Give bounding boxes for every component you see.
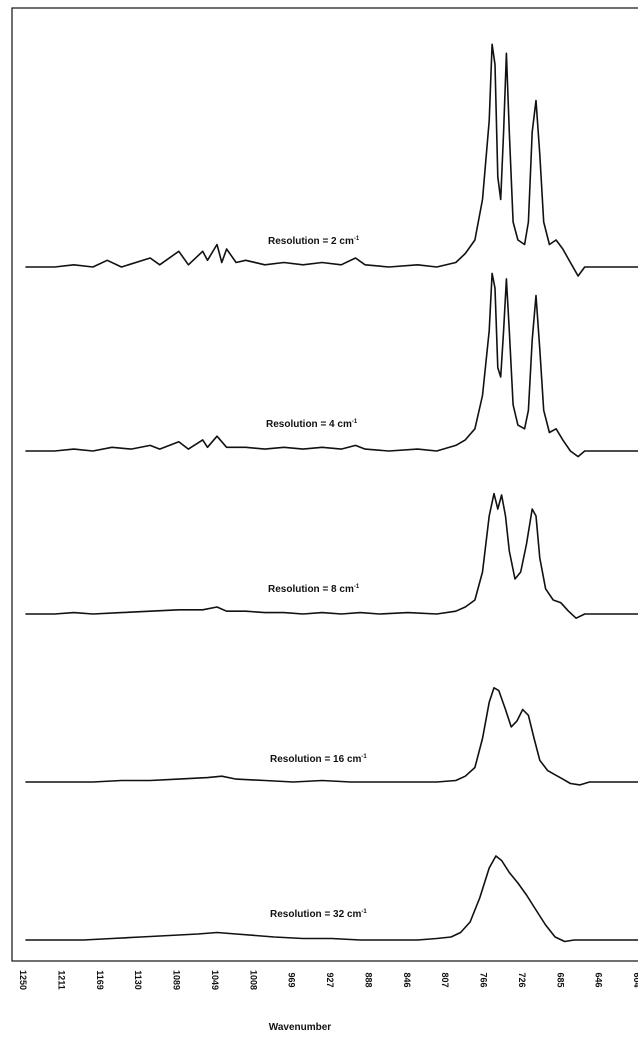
x-tick-label: 1130 bbox=[133, 970, 143, 990]
x-axis-title: Wavenumber bbox=[269, 1022, 332, 1033]
resolution-label-1: Resolution = 2 cm-1 bbox=[268, 236, 360, 247]
x-tick-label: 927 bbox=[325, 972, 335, 987]
spectrum-line-5 bbox=[25, 855, 638, 943]
plot-frame bbox=[11, 7, 638, 962]
spectrum-line-4 bbox=[25, 687, 638, 786]
resolution-label-2: Resolution = 4 cm-1 bbox=[266, 419, 358, 430]
x-tick-label: 1211 bbox=[56, 970, 66, 990]
spectrum-line-1 bbox=[25, 43, 638, 277]
x-tick-label: 604 bbox=[632, 972, 638, 987]
x-tick-label: 685 bbox=[555, 972, 565, 987]
x-tick-label: 807 bbox=[440, 972, 450, 987]
x-tick-label: 846 bbox=[402, 972, 412, 987]
spectrum-traces bbox=[25, 43, 638, 943]
x-tick-label: 969 bbox=[287, 972, 297, 987]
x-tick-label: 766 bbox=[479, 972, 489, 987]
x-tick-label: 646 bbox=[594, 972, 604, 987]
x-tick-label: 1008 bbox=[248, 970, 258, 990]
x-tick-label: 888 bbox=[363, 972, 373, 987]
resolution-label-3: Resolution = 8 cm-1 bbox=[268, 584, 360, 595]
x-tick-label: 1049 bbox=[210, 970, 220, 990]
resolution-label-5: Resolution = 32 cm-1 bbox=[270, 909, 367, 920]
x-tick-label: 726 bbox=[517, 972, 527, 987]
resolution-label-4: Resolution = 16 cm-1 bbox=[270, 754, 367, 765]
x-axis-tick-labels: 1250 1211 1169 1130 1089 1049 1008 969 927 888 846… bbox=[18, 970, 638, 990]
spectrum-line-3 bbox=[25, 492, 638, 619]
spectrum-line-2 bbox=[25, 272, 638, 458]
x-tick-label: 1250 bbox=[18, 970, 28, 990]
resolution-labels: Resolution = 2 cm-1 Resolution = 4 cm-1 Re… bbox=[266, 236, 367, 920]
x-tick-label: 1089 bbox=[172, 970, 182, 990]
x-tick-label: 1169 bbox=[95, 970, 105, 990]
